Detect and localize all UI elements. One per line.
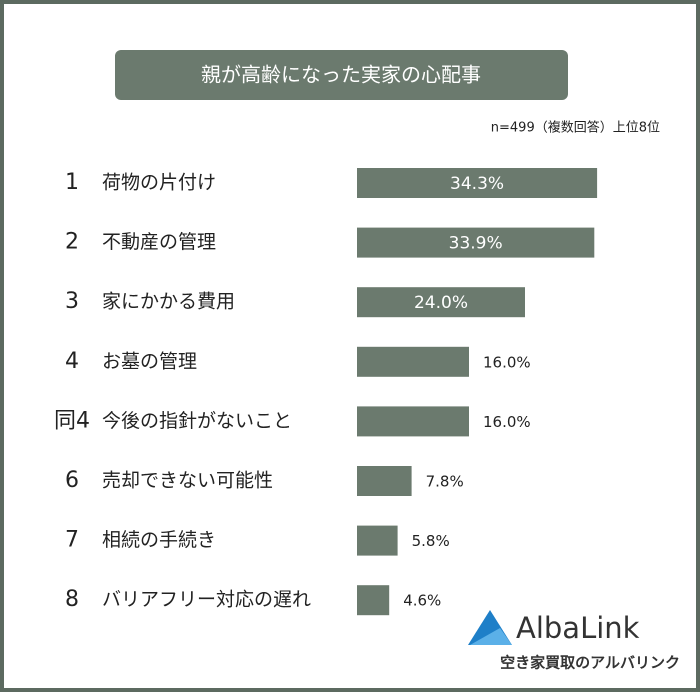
category-label: お墓の管理	[102, 350, 197, 372]
bar	[357, 227, 595, 258]
rank-label: 同4	[54, 408, 90, 433]
value-label: 16.0%	[483, 353, 531, 371]
bar	[357, 466, 412, 496]
value-label: 5.8%	[412, 532, 450, 550]
bar	[357, 585, 390, 616]
title-box	[115, 50, 568, 100]
category-label: バリアフリー対応の遅れ	[102, 589, 311, 611]
category-label: 不動産の管理	[102, 231, 216, 253]
value-label: 4.6%	[403, 592, 441, 610]
value-label: 7.8%	[426, 473, 464, 491]
chart-title: 親が高齢になった実家の心配事	[201, 63, 481, 87]
rank-label: 2	[65, 230, 79, 255]
bar	[357, 525, 398, 556]
value-label: 33.9%	[449, 234, 503, 254]
rank-label: 1	[65, 170, 79, 195]
chart-subtitle: n=499（複数回答）上位8位	[491, 120, 660, 136]
category-label: 荷物の片付け	[102, 172, 216, 194]
logo-icon-accent	[470, 628, 512, 645]
category-label: 相続の手続き	[102, 529, 216, 551]
rank-label: 6	[65, 468, 79, 493]
logo-name: AlbaLink	[516, 611, 640, 645]
rank-label: 4	[65, 349, 79, 374]
rank-label: 3	[65, 289, 79, 314]
category-label: 家にかかる費用	[102, 291, 235, 313]
value-label: 34.3%	[450, 174, 504, 194]
value-label: 16.0%	[483, 413, 531, 431]
bar	[357, 287, 525, 318]
bar	[357, 406, 469, 437]
value-label: 24.0%	[414, 293, 468, 313]
logo-tagline: 空き家買取のアルバリンク	[500, 654, 680, 672]
category-label: 売却できない可能性	[102, 470, 273, 492]
category-label: 今後の指針がないこと	[102, 410, 292, 432]
bar	[357, 168, 598, 198]
bar	[357, 346, 469, 377]
rank-label: 7	[65, 528, 79, 553]
logo: AlbaLink 空き家買取のアルバリンク	[468, 610, 680, 672]
rank-label: 8	[65, 587, 79, 612]
